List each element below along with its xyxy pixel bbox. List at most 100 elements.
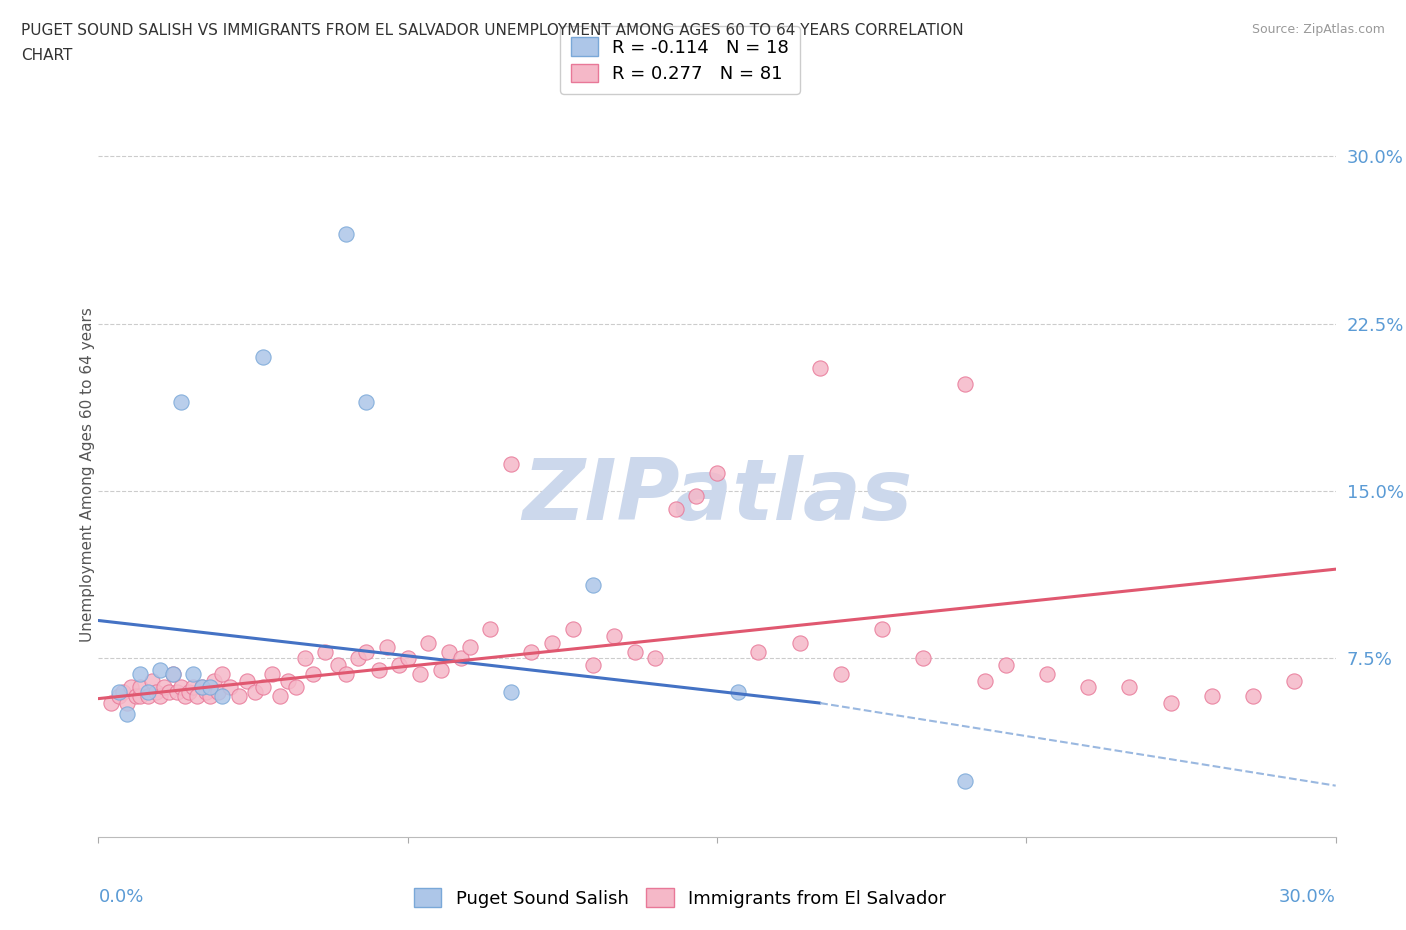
Point	[347, 651, 370, 666]
Point	[1201, 689, 1223, 704]
Point	[252, 680, 274, 695]
Point	[356, 394, 378, 409]
Point	[499, 457, 522, 472]
Point	[644, 651, 666, 666]
Point	[108, 684, 131, 699]
Point	[198, 680, 221, 695]
Point	[190, 680, 212, 695]
Point	[211, 689, 233, 704]
Point	[953, 377, 976, 392]
Text: 0.0%: 0.0%	[98, 888, 143, 906]
Text: Source: ZipAtlas.com: Source: ZipAtlas.com	[1251, 23, 1385, 36]
Point	[335, 667, 357, 682]
Point	[520, 644, 543, 659]
Point	[665, 501, 688, 516]
Point	[236, 673, 259, 688]
Point	[429, 662, 451, 677]
Point	[243, 684, 266, 699]
Point	[789, 635, 811, 650]
Point	[561, 622, 583, 637]
Point	[727, 684, 749, 699]
Point	[582, 658, 605, 672]
Point	[326, 658, 349, 672]
Point	[108, 689, 131, 704]
Point	[170, 680, 193, 695]
Point	[418, 635, 440, 650]
Point	[994, 658, 1017, 672]
Point	[149, 662, 172, 677]
Point	[181, 680, 204, 695]
Point	[285, 680, 308, 695]
Point	[450, 651, 472, 666]
Point	[409, 667, 432, 682]
Point	[157, 684, 180, 699]
Text: ZIPatlas: ZIPatlas	[522, 455, 912, 538]
Point	[706, 466, 728, 481]
Point	[367, 662, 389, 677]
Point	[141, 673, 163, 688]
Point	[582, 578, 605, 592]
Point	[541, 635, 564, 650]
Point	[396, 651, 419, 666]
Point	[207, 684, 229, 699]
Point	[186, 689, 208, 704]
Point	[136, 689, 159, 704]
Point	[912, 651, 935, 666]
Point	[149, 689, 172, 704]
Y-axis label: Unemployment Among Ages 60 to 64 years: Unemployment Among Ages 60 to 64 years	[80, 307, 94, 642]
Point	[260, 667, 283, 682]
Point	[170, 394, 193, 409]
Point	[1036, 667, 1059, 682]
Point	[294, 651, 316, 666]
Point	[830, 667, 852, 682]
Point	[181, 667, 204, 682]
Point	[1284, 673, 1306, 688]
Point	[219, 680, 242, 695]
Point	[194, 684, 217, 699]
Point	[953, 774, 976, 789]
Legend: Puget Sound Salish, Immigrants from El Salvador: Puget Sound Salish, Immigrants from El S…	[406, 882, 953, 915]
Point	[302, 667, 325, 682]
Point	[1241, 689, 1264, 704]
Point	[100, 696, 122, 711]
Point	[974, 673, 997, 688]
Point	[112, 684, 135, 699]
Point	[1160, 696, 1182, 711]
Point	[388, 658, 411, 672]
Point	[145, 684, 167, 699]
Point	[128, 680, 150, 695]
Point	[603, 629, 626, 644]
Point	[128, 689, 150, 704]
Point	[120, 680, 142, 695]
Point	[136, 684, 159, 699]
Point	[870, 622, 893, 637]
Point	[1077, 680, 1099, 695]
Text: PUGET SOUND SALISH VS IMMIGRANTS FROM EL SALVADOR UNEMPLOYMENT AMONG AGES 60 TO : PUGET SOUND SALISH VS IMMIGRANTS FROM EL…	[21, 23, 963, 38]
Point	[356, 644, 378, 659]
Point	[437, 644, 460, 659]
Point	[499, 684, 522, 699]
Point	[269, 689, 291, 704]
Point	[211, 667, 233, 682]
Point	[128, 667, 150, 682]
Point	[335, 227, 357, 242]
Text: 30.0%: 30.0%	[1279, 888, 1336, 906]
Point	[228, 689, 250, 704]
Point	[252, 350, 274, 365]
Point	[162, 667, 184, 682]
Point	[198, 689, 221, 704]
Point	[153, 680, 176, 695]
Point	[202, 673, 225, 688]
Point	[166, 684, 188, 699]
Point	[162, 667, 184, 682]
Point	[1118, 680, 1140, 695]
Point	[174, 689, 197, 704]
Point	[117, 696, 139, 711]
Point	[179, 684, 201, 699]
Point	[124, 689, 146, 704]
Point	[190, 680, 212, 695]
Point	[375, 640, 398, 655]
Text: CHART: CHART	[21, 48, 73, 63]
Point	[314, 644, 336, 659]
Point	[747, 644, 769, 659]
